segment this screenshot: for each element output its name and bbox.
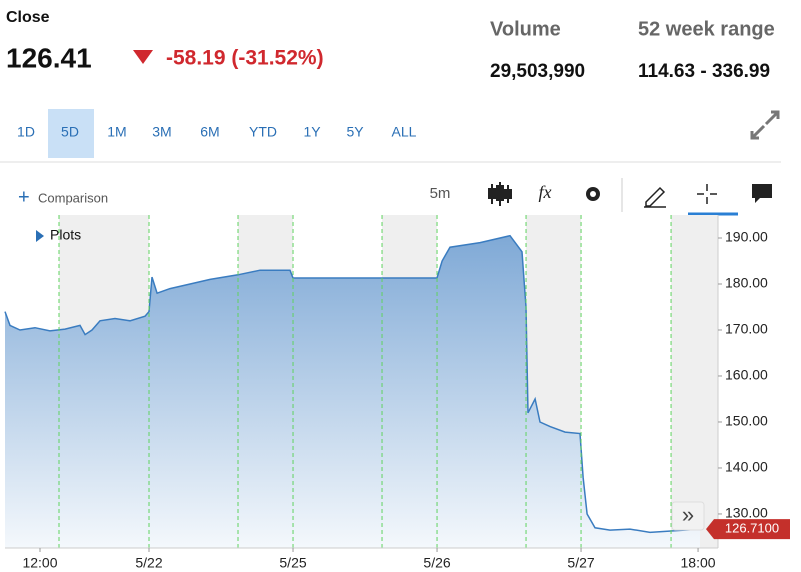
last-price-tag xyxy=(706,519,790,540)
fx-icon[interactable]: fx xyxy=(539,182,552,202)
y-tick-label: 160.00 xyxy=(725,367,768,383)
line xyxy=(4,234,701,534)
down-arrow xyxy=(133,50,153,64)
range-label: 52 week range xyxy=(638,18,775,40)
y-tick-label: 140.00 xyxy=(725,459,768,475)
chart-area: 130.00 140.00 150.00 160.00 170.00 180.00 190.… xyxy=(4,215,790,571)
range-button[interactable]: 1M xyxy=(107,124,126,140)
comment-icon[interactable] xyxy=(752,184,772,203)
scroll-icon[interactable]: » xyxy=(682,502,694,527)
y-tick-label: 180.00 xyxy=(725,275,768,291)
settings-icon[interactable] xyxy=(586,187,600,201)
x-tick-label: 5/22 xyxy=(135,555,162,571)
x-tick-label: 5/27 xyxy=(567,555,594,571)
range-button[interactable]: 3M xyxy=(152,124,171,140)
x-tick-label: 12:00 xyxy=(22,555,57,571)
range: 114.63 - 336.99 xyxy=(638,61,770,82)
range-buttons: 1D 5D 1M 3M 6M YTD 1Y 5Y ALL xyxy=(17,109,417,158)
y-tick-label: 130.00 xyxy=(725,505,768,521)
plus-icon[interactable]: + xyxy=(18,186,30,208)
y-tick-label: 190.00 xyxy=(725,229,768,245)
scroll-button[interactable] xyxy=(671,501,705,531)
x-tick-label: 5/25 xyxy=(279,555,306,571)
range-button[interactable]: 5D xyxy=(61,124,79,140)
x-tick-label: 18:00 xyxy=(681,555,716,571)
plots[interactable]: Plots xyxy=(50,227,81,243)
off-hours-band xyxy=(671,215,718,548)
crosshair-icon[interactable] xyxy=(697,184,717,204)
change: -58.19 (-31.52%) xyxy=(166,47,324,70)
close-label: Close xyxy=(6,9,50,26)
candle-icon[interactable] xyxy=(488,182,512,206)
x-tick-label: 5/26 xyxy=(423,555,450,571)
draw-icon[interactable] xyxy=(644,186,666,208)
selected-bg xyxy=(48,109,94,158)
range-button[interactable]: 5Y xyxy=(346,124,364,140)
price: 126.41 xyxy=(6,42,92,73)
volume: 29,503,990 xyxy=(490,61,585,82)
plots-arrow[interactable] xyxy=(36,230,44,242)
y-tick-label: 150.00 xyxy=(725,413,768,429)
range-button[interactable]: 6M xyxy=(200,124,219,140)
range-button[interactable]: 1D xyxy=(17,124,35,140)
expand-icon[interactable] xyxy=(750,110,780,140)
last-price-label: 126.7100 xyxy=(725,521,779,536)
volume-label: Volume xyxy=(490,18,561,40)
range-button[interactable]: YTD xyxy=(249,124,277,140)
y-tick-label: 170.00 xyxy=(725,321,768,337)
comparison[interactable]: Comparison xyxy=(38,190,108,205)
range-button[interactable]: 1Y xyxy=(303,124,321,140)
interval[interactable]: 5m xyxy=(430,185,451,202)
range-button[interactable]: ALL xyxy=(392,124,417,140)
